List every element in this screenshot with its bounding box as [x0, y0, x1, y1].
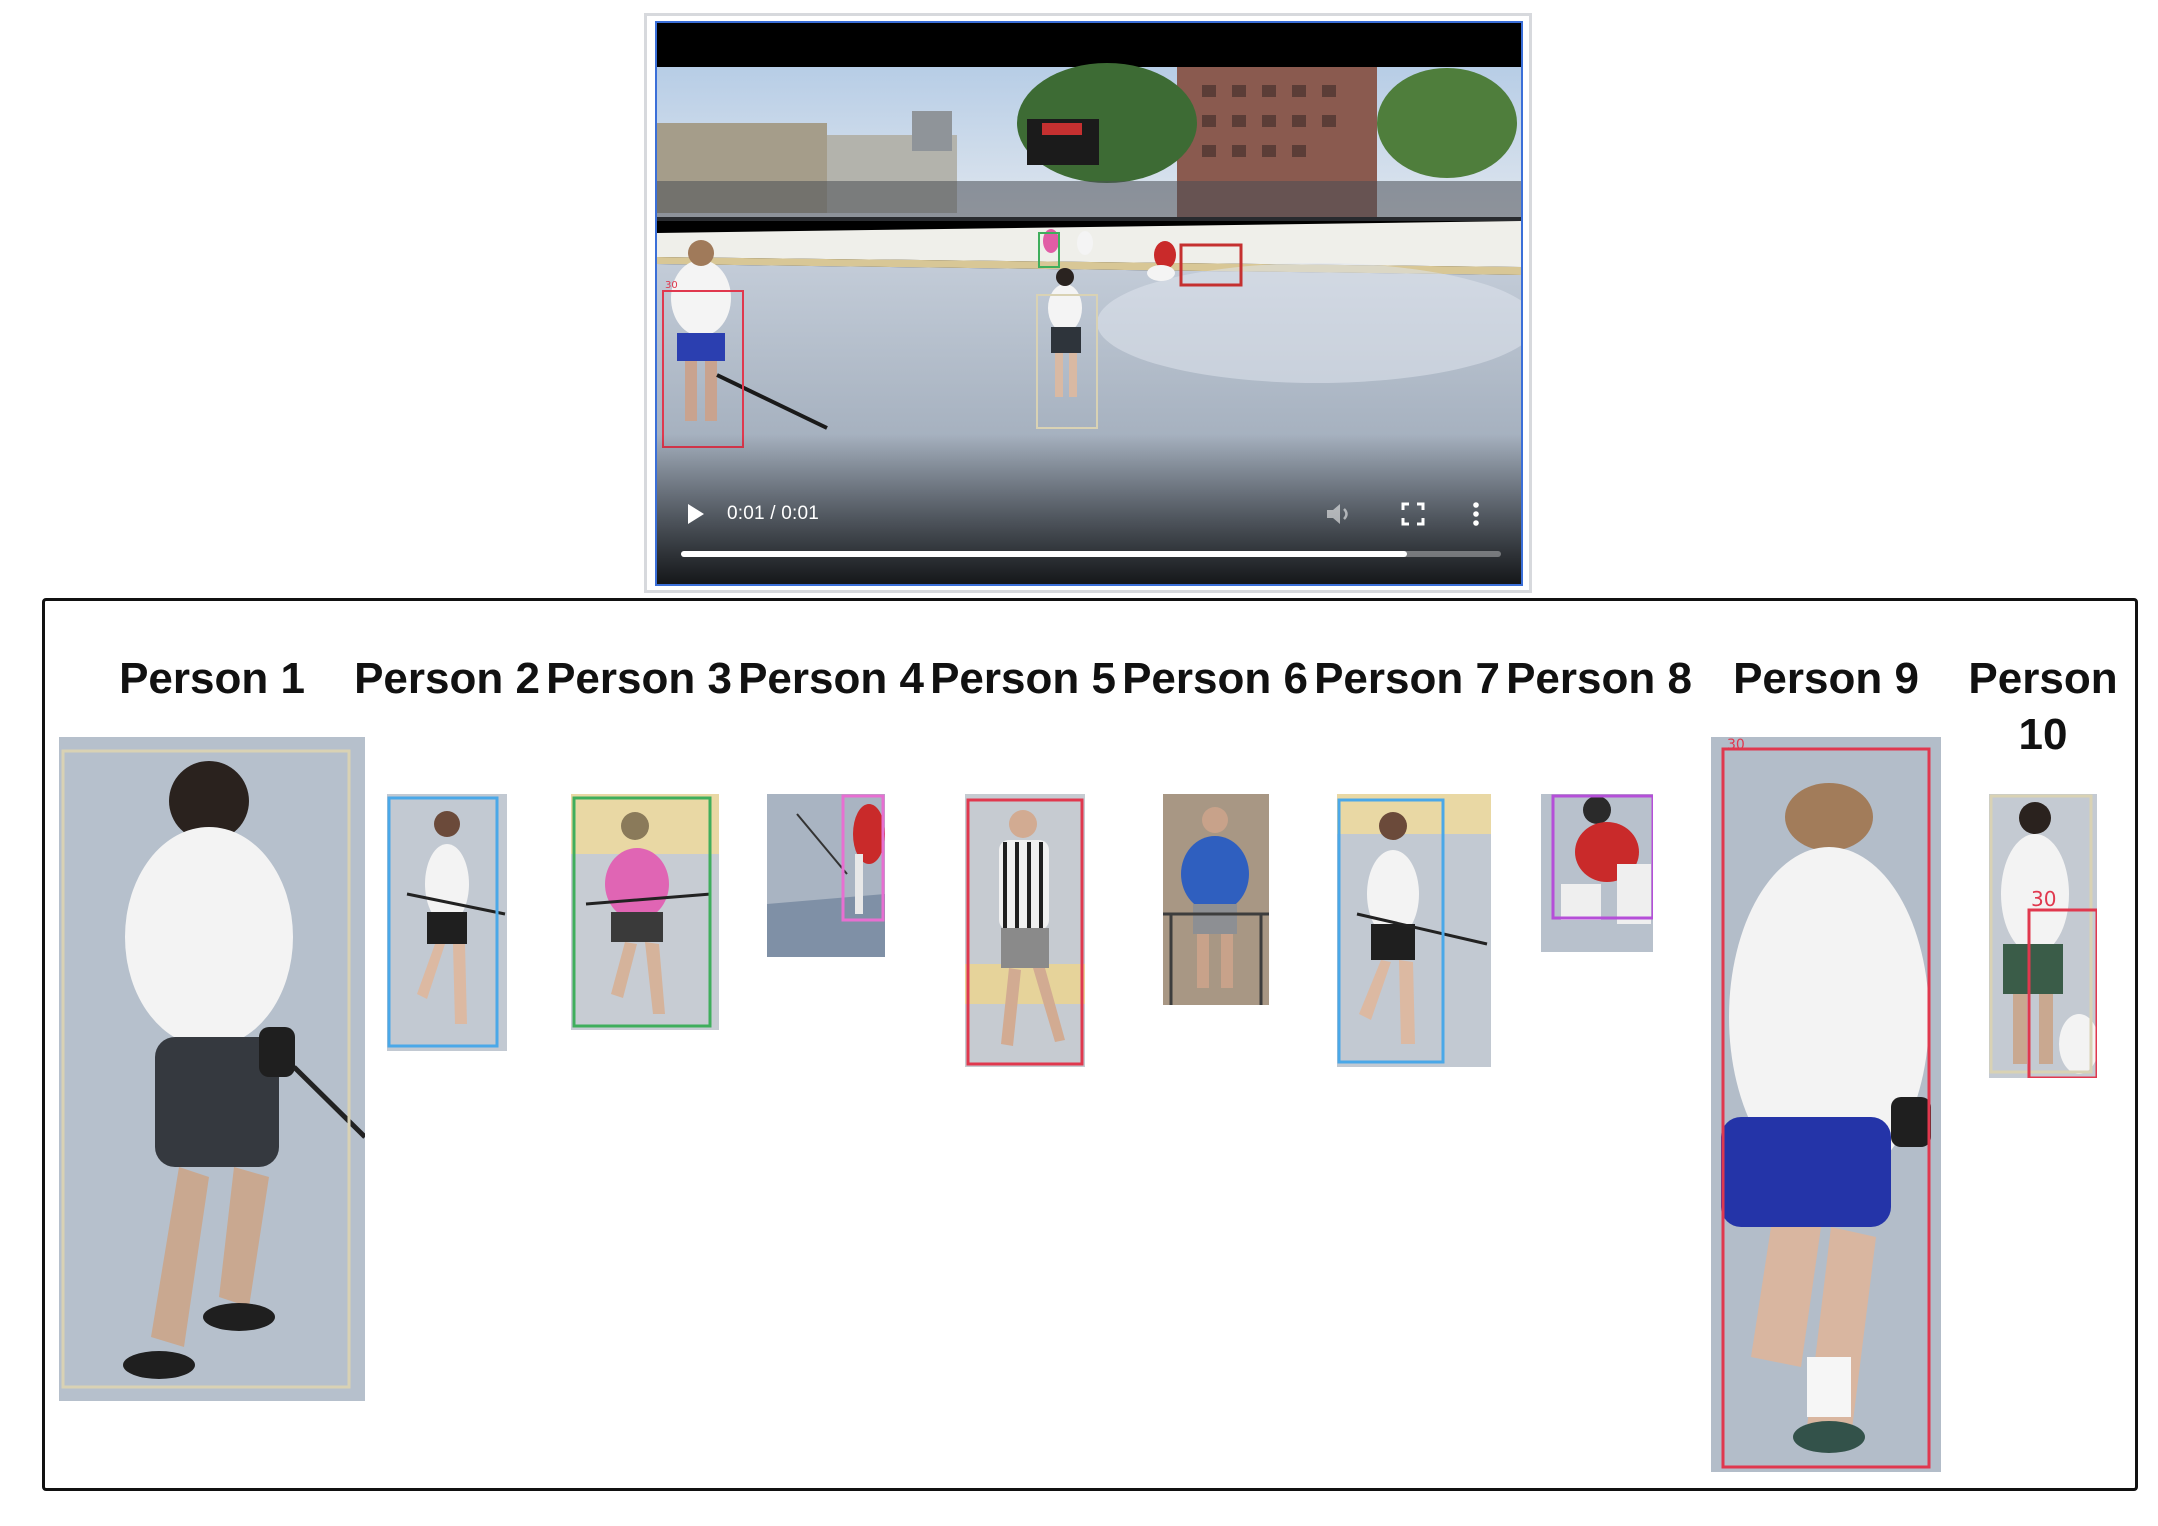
person-label-4: Person 4: [738, 654, 924, 703]
more-vert-icon[interactable]: [1469, 499, 1483, 529]
person-crop-7: [1337, 794, 1491, 1067]
progress-bar-fill: [681, 551, 1407, 557]
person-crop-9: 30: [1711, 737, 1941, 1472]
person-label-6: Person 6: [1122, 654, 1308, 703]
time-display: 0:01 / 0:01: [727, 503, 819, 524]
box-label: 30: [2031, 887, 2056, 911]
person-label-8: Person 8: [1506, 654, 1692, 703]
play-icon[interactable]: [681, 500, 709, 528]
person-label-10: Person 10: [1968, 654, 2118, 759]
person-crop-10: 30: [1989, 794, 2097, 1078]
person-label-9: Person 9: [1733, 654, 1919, 703]
volume-icon[interactable]: [1323, 499, 1353, 529]
person-crop-8: [1541, 794, 1653, 952]
video-player[interactable]: 30 0:01 / 0:01: [655, 21, 1523, 586]
box-label: 30: [665, 280, 678, 291]
fullscreen-icon[interactable]: [1398, 499, 1428, 529]
box-label: 30: [1727, 737, 1745, 753]
person-crop-1: [59, 737, 365, 1401]
person-crop-2: [387, 794, 507, 1051]
person-crop-3: [571, 794, 719, 1030]
person-label-1: Person 1: [119, 654, 305, 703]
person-crop-5: [965, 794, 1085, 1067]
controls-overlay: [657, 434, 1521, 584]
person-crop-6: [1163, 794, 1269, 1005]
person-gallery: Person 1 Person 2: [42, 598, 2138, 1491]
person-label-7: Person 7: [1314, 654, 1500, 703]
person-label-2: Person 2: [354, 654, 540, 703]
progress-bar[interactable]: [681, 551, 1501, 557]
person-label-5: Person 5: [930, 654, 1116, 703]
person-crop-4: [767, 794, 885, 957]
person-label-3: Person 3: [546, 654, 732, 703]
